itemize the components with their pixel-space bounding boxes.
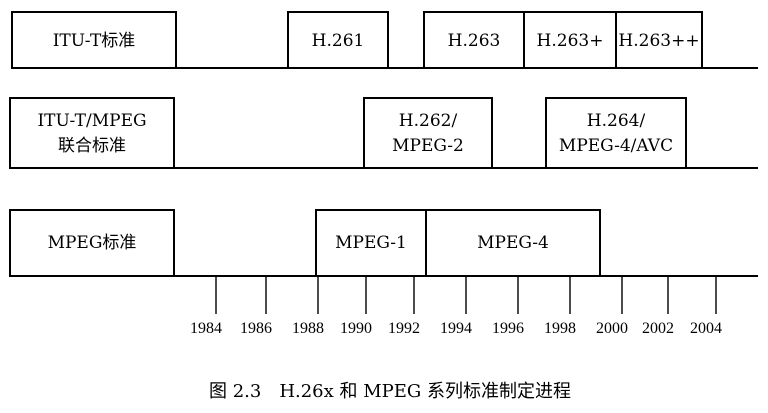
- joint-category-label-line1: ITU-T/MPEG: [37, 111, 146, 131]
- joint-category-box: [9, 97, 175, 169]
- h262-label-line1: H.262/: [399, 111, 458, 131]
- h261-box: [287, 11, 389, 69]
- itu-t-category-box: [11, 11, 177, 69]
- h263plusplus-box: [615, 11, 703, 69]
- itu-t-category-label: ITU-T标准: [53, 31, 136, 51]
- h263plus-label: H.263+: [537, 31, 604, 51]
- year-label-1984: 1984: [190, 320, 222, 337]
- mpeg-category-box: [9, 209, 175, 277]
- year-label-1986: 1986: [240, 320, 272, 337]
- year-label-1998: 1998: [544, 320, 576, 337]
- year-label-2002: 2002: [642, 320, 674, 337]
- h264-label-line1: H.264/: [587, 111, 646, 131]
- year-label-1990: 1990: [340, 320, 372, 337]
- h261-label: H.261: [312, 31, 365, 51]
- year-label-2004: 2004: [690, 320, 722, 337]
- h263-label: H.263: [448, 31, 501, 51]
- year-label-2000: 2000: [596, 320, 628, 337]
- year-label-1988: 1988: [292, 320, 324, 337]
- h263-box: [423, 11, 525, 69]
- h264-label-line2: MPEG-4/AVC: [559, 136, 673, 156]
- row-itu-t: ITU-T标准 H.261 H.263 H.263+ H.263++: [11, 11, 758, 69]
- h262-mpeg2-box: [363, 97, 493, 169]
- mpeg-category-label: MPEG标准: [48, 233, 137, 253]
- row-mpeg: MPEG标准 MPEG-1 MPEG-4: [9, 209, 758, 277]
- joint-category-label-line2: 联合标准: [58, 136, 126, 156]
- mpeg4-box: [425, 209, 601, 277]
- year-ticks: [215, 276, 717, 314]
- year-labels: 1984 1986 1988 1990 1992 1994 1996 1998 2000 2002…: [190, 320, 722, 337]
- h262-label-line2: MPEG-2: [392, 136, 464, 156]
- year-label-1992: 1992: [388, 320, 420, 337]
- h264-avc-box: [545, 97, 687, 169]
- mpeg1-label: MPEG-1: [335, 233, 407, 253]
- year-label-1994: 1994: [440, 320, 472, 337]
- row-joint: ITU-T/MPEG 联合标准 H.262/ MPEG-2 H.264/ MPE…: [9, 97, 758, 169]
- figure-caption: 图 2.3 H.26x 和 MPEG 系列标准制定进程: [209, 381, 571, 402]
- mpeg4-label: MPEG-4: [477, 233, 549, 253]
- h263plusplus-label: H.263++: [618, 31, 699, 51]
- year-label-1996: 1996: [492, 320, 524, 337]
